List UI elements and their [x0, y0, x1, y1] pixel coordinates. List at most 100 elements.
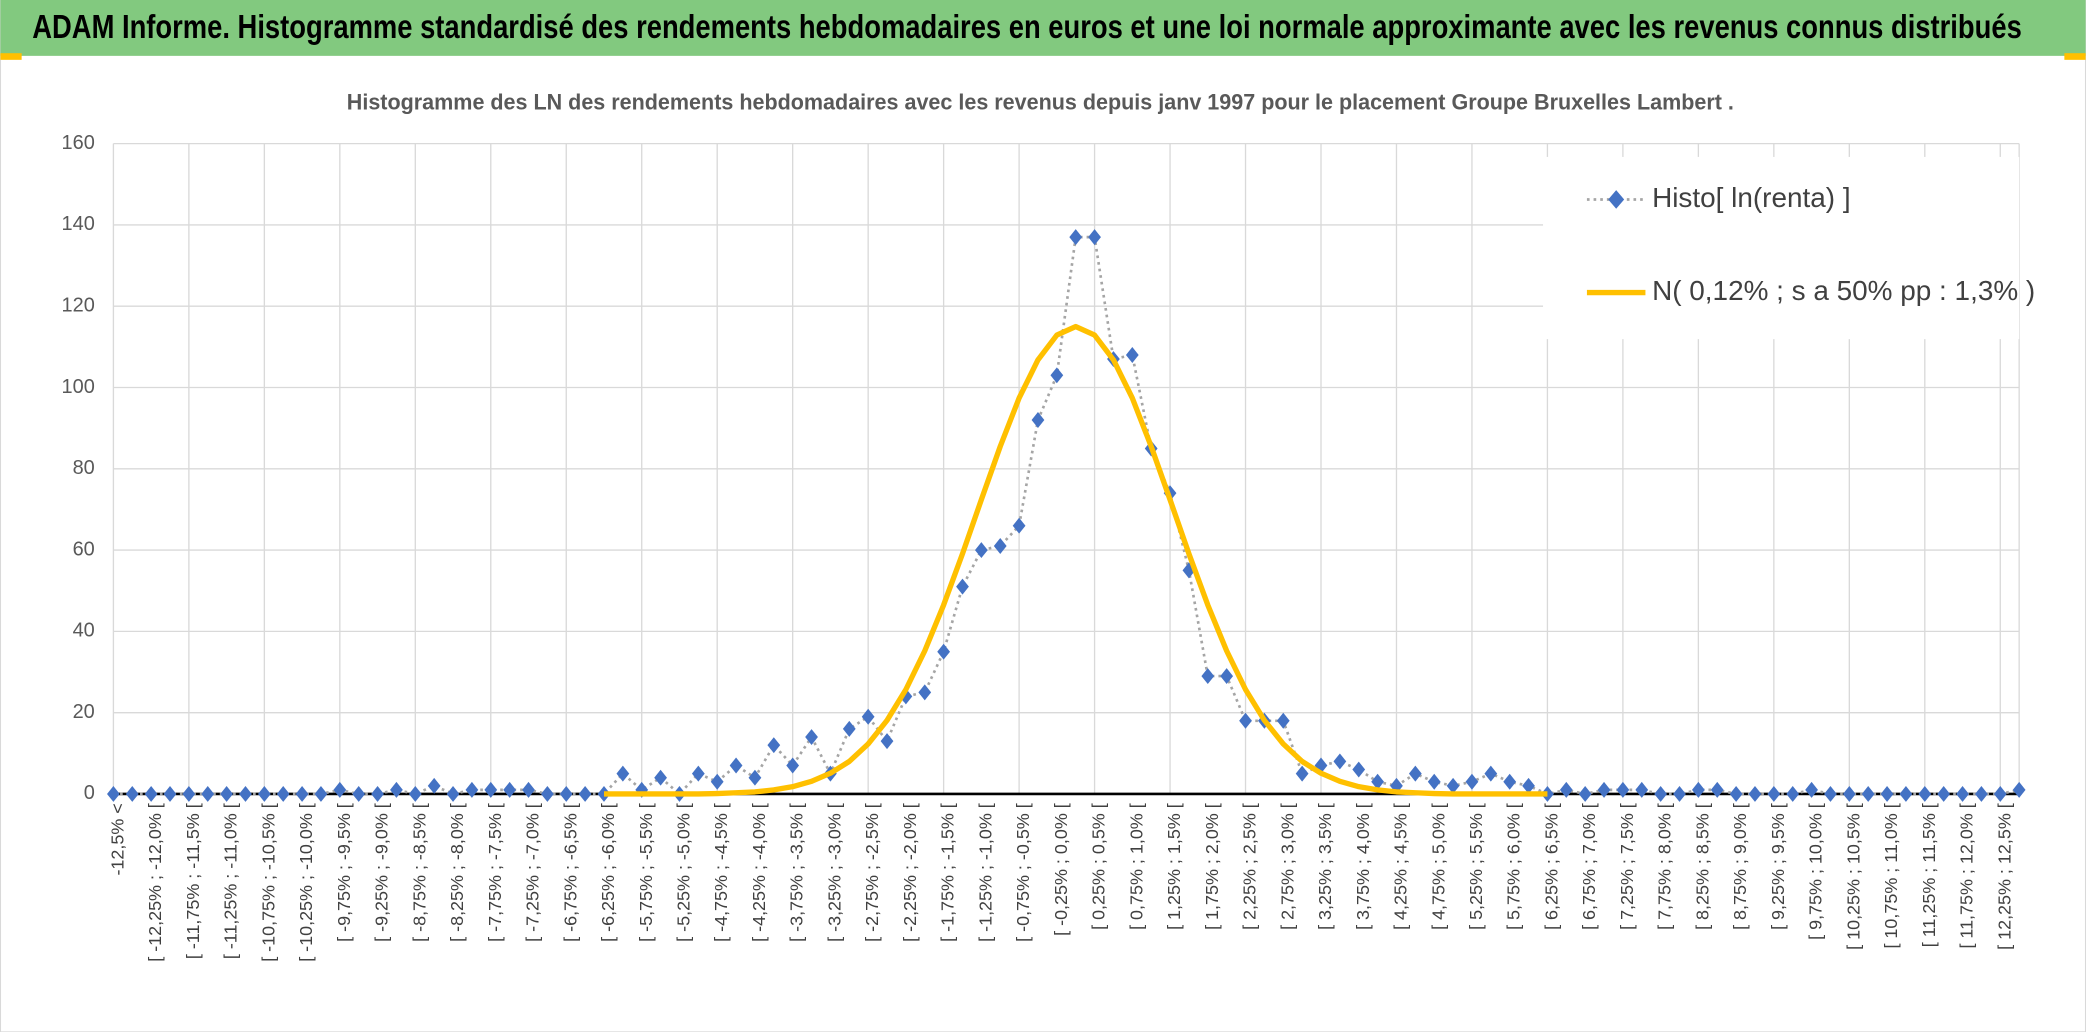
data-point — [1408, 765, 1422, 782]
data-point — [1616, 781, 1630, 798]
data-point — [1729, 785, 1743, 802]
data-point — [1352, 761, 1366, 778]
data-point — [1125, 347, 1139, 363]
data-point — [2012, 781, 2026, 798]
data-point — [1050, 367, 1064, 384]
x-tick-label: [ -11,75% ; -11,5% [ — [183, 803, 203, 959]
x-tick-label: [ -11,25% ; -11,0% [ — [221, 803, 241, 959]
data-point — [125, 785, 139, 802]
x-tick-label: [ -8,25% ; -8,0% [ — [447, 803, 467, 942]
data-point — [484, 781, 498, 798]
data-point — [974, 542, 988, 559]
x-tick-label: [ 11,75% ; 12,0% [ — [1957, 803, 1977, 948]
data-point — [1559, 781, 1573, 798]
data-point — [182, 785, 196, 802]
data-point — [654, 769, 667, 786]
page-title: ADAM Informe. Histogramme standardisé de… — [32, 9, 2022, 46]
data-point — [1956, 785, 1969, 802]
data-point — [1031, 412, 1045, 428]
data-point — [390, 781, 403, 798]
x-tick-label: [ 8,25% ; 8,5% [ — [1692, 803, 1712, 930]
data-point — [1220, 668, 1234, 685]
data-point — [427, 777, 441, 794]
x-tick-label: [ 10,25% ; 10,5% [ — [1843, 803, 1863, 950]
y-tick-label: 80 — [73, 457, 95, 479]
x-tick-label: [ 7,25% ; 7,5% [ — [1617, 803, 1637, 930]
data-point — [1088, 229, 1101, 246]
legend-marker — [1608, 190, 1625, 209]
data-point — [1899, 785, 1913, 802]
data-point — [1541, 785, 1554, 802]
x-tick-label: -12,5% < — [107, 803, 127, 875]
x-tick-label: [ -5,75% ; -5,5% [ — [636, 803, 656, 942]
y-tick-label: 160 — [62, 132, 95, 154]
x-tick-label: [ 0,25% ; 0,5% [ — [1089, 803, 1109, 930]
x-tick-label: [ -7,75% ; -7,5% [ — [485, 803, 505, 942]
x-tick-label: [ -1,25% ; -1,0% [ — [975, 803, 995, 942]
x-tick-label: [ 0,75% ; 1,0% [ — [1126, 803, 1146, 930]
data-point — [710, 773, 724, 790]
x-tick-label: [ -10,75% ; -10,5% [ — [258, 803, 278, 962]
data-point — [578, 785, 592, 802]
data-point — [295, 785, 309, 802]
x-tick-label: [ -4,25% ; -4,0% [ — [749, 803, 769, 942]
data-point — [1239, 712, 1252, 729]
data-point — [1465, 773, 1479, 790]
data-point — [767, 737, 781, 754]
data-point — [861, 708, 875, 725]
x-tick-label: [ -5,25% ; -5,0% [ — [674, 803, 694, 942]
data-point — [1880, 785, 1894, 802]
data-point — [880, 733, 894, 750]
x-tick-label: [ 11,25% ; 11,5% [ — [1919, 803, 1939, 947]
y-tick-label: 140 — [62, 213, 95, 235]
data-point — [1691, 781, 1705, 798]
data-point — [522, 781, 535, 798]
data-point — [1993, 785, 2007, 802]
x-tick-label: [ -12,25% ; -12,0% [ — [145, 803, 165, 962]
x-tick-label: [ 3,25% ; 3,5% [ — [1315, 803, 1335, 930]
x-tick-label: [ 7,75% ; 8,0% [ — [1655, 803, 1675, 930]
x-tick-label: [ -2,75% ; -2,5% [ — [862, 803, 882, 942]
data-point — [1069, 229, 1083, 246]
data-point — [1371, 773, 1384, 790]
y-tick-label: 120 — [62, 294, 95, 316]
legend-box — [1543, 156, 2020, 340]
data-point — [465, 781, 479, 798]
data-point — [446, 785, 460, 802]
legend-label: Histo[ ln(renta) ] — [1652, 182, 1851, 213]
x-tick-label: [ -6,25% ; -6,0% [ — [598, 803, 618, 942]
data-point — [1767, 785, 1781, 802]
data-point — [201, 785, 215, 802]
data-point — [1597, 781, 1611, 798]
series-line — [603, 323, 1548, 797]
data-point — [239, 785, 252, 802]
corner — [0, 53, 22, 60]
data-point — [1201, 668, 1215, 685]
x-tick-label: [ 4,75% ; 5,0% [ — [1428, 803, 1448, 930]
data-point — [540, 785, 554, 802]
y-tick-label: 20 — [73, 701, 95, 723]
data-point — [729, 757, 743, 774]
data-point — [144, 785, 158, 802]
data-point — [1824, 785, 1837, 802]
x-tick-label: [ -7,25% ; -7,0% [ — [523, 803, 543, 942]
x-tick-label: [ -3,75% ; -3,5% [ — [787, 803, 807, 942]
x-tick-label: [ -6,75% ; -6,5% [ — [560, 803, 580, 942]
data-point — [1654, 785, 1668, 802]
data-point — [1748, 785, 1762, 802]
data-point — [503, 781, 517, 798]
data-point — [1012, 517, 1026, 534]
x-tick-label: [ -9,25% ; -9,0% [ — [372, 803, 392, 942]
y-tick-label: 40 — [73, 620, 95, 642]
x-tick-label: [ 2,25% ; 2,5% [ — [1240, 803, 1260, 930]
data-point — [1786, 785, 1800, 802]
x-tick-label: [ 4,25% ; 4,5% [ — [1391, 803, 1411, 930]
data-point — [1842, 785, 1856, 802]
data-point — [616, 765, 630, 782]
x-tick-label: [ -0,75% ; -0,5% [ — [1013, 803, 1033, 942]
data-point — [1673, 785, 1686, 802]
data-point — [559, 785, 573, 802]
data-point — [1937, 785, 1951, 802]
data-point — [163, 785, 177, 802]
data-point — [1427, 773, 1441, 790]
